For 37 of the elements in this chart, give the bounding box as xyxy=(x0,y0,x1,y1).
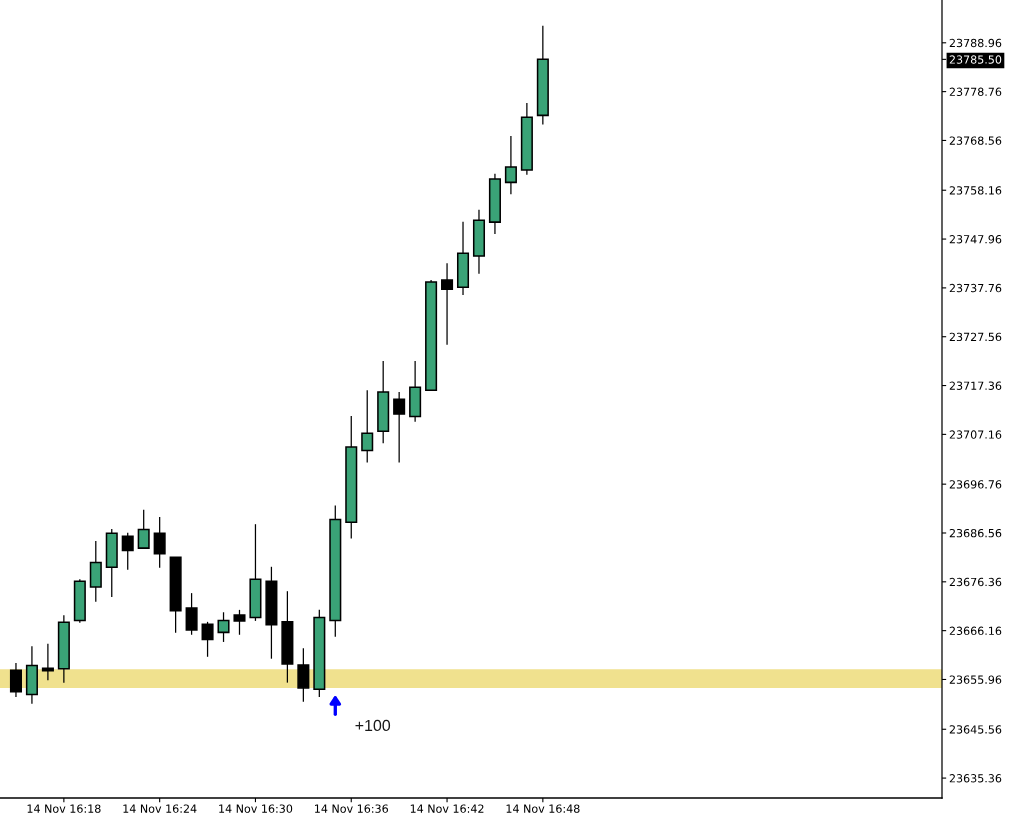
annotation: +100 xyxy=(355,719,391,732)
y-tick-label: 23737.76 xyxy=(949,283,1002,293)
candlestick xyxy=(153,516,166,569)
candlestick xyxy=(9,662,22,698)
y-tick-label: 23717.36 xyxy=(949,381,1002,390)
candlestick xyxy=(504,135,517,195)
x-tick-label: 14 Nov 16:36 xyxy=(315,804,389,813)
candlestick xyxy=(121,532,134,571)
x-tick-label: 14 Nov 16:18 xyxy=(27,804,101,813)
y-tick-label: 23747.96 xyxy=(949,235,1002,244)
x-tick-label: 14 Nov 16:42 xyxy=(410,804,484,813)
y-tick-label: 23655.96 xyxy=(949,675,1002,684)
candlestick xyxy=(185,592,198,636)
y-tick-label: 23696.76 xyxy=(949,480,1002,489)
y-tick-label: 23645.56 xyxy=(949,725,1002,734)
candlestick xyxy=(201,621,214,658)
x-tick-label: 14 Nov 16:48 xyxy=(506,804,580,813)
y-tick-label: 23788.96 xyxy=(949,38,1002,48)
y-tick-label: 23758.16 xyxy=(949,186,1002,195)
y-tick-label: 23785.50 xyxy=(949,55,1002,64)
x-tick-label: 14 Nov 16:24 xyxy=(123,804,197,813)
candlestick xyxy=(297,647,310,703)
candlestick xyxy=(217,611,230,643)
y-tick-label: 23727.56 xyxy=(949,332,1002,342)
y-tick-label: 23768.56 xyxy=(949,136,1002,145)
y-tick-label: 23686.56 xyxy=(949,528,1002,538)
candlestick xyxy=(137,509,150,549)
y-tick-label: 23676.36 xyxy=(949,577,1002,587)
candlestick xyxy=(361,389,374,464)
candlestick xyxy=(441,262,454,346)
y-tick-label: 23635.36 xyxy=(949,774,1002,783)
candlestick xyxy=(393,391,406,464)
y-tick-label: 23778.76 xyxy=(949,87,1002,96)
y-tick-label: 23707.16 xyxy=(949,430,1002,439)
y-tick-label: 23666.16 xyxy=(949,626,1002,636)
candlestick xyxy=(233,609,246,636)
x-tick-label: 14 Nov 16:30 xyxy=(219,804,293,813)
